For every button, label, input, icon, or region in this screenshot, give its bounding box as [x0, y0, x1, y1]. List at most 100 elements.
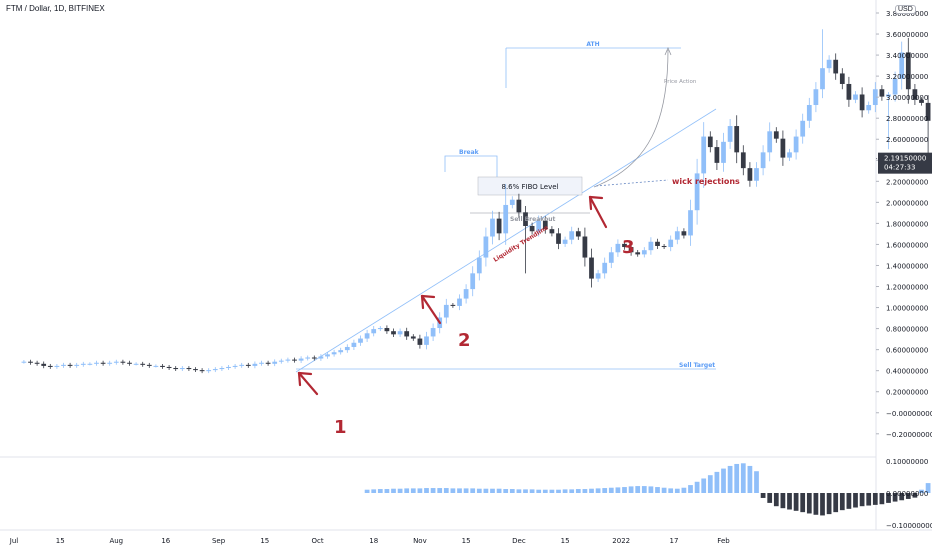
candle[interactable] — [496, 218, 502, 234]
candle[interactable] — [133, 363, 139, 365]
candle[interactable] — [582, 236, 588, 258]
candle[interactable] — [701, 136, 707, 174]
candle[interactable] — [61, 364, 66, 366]
candle[interactable] — [232, 365, 238, 367]
candle[interactable] — [298, 358, 304, 361]
candle[interactable] — [443, 304, 449, 318]
candle[interactable] — [628, 247, 634, 253]
candle[interactable] — [285, 359, 291, 361]
candle[interactable] — [74, 364, 80, 366]
candle[interactable] — [787, 152, 792, 158]
candle[interactable] — [87, 363, 93, 365]
candle[interactable] — [767, 131, 773, 153]
candle[interactable] — [490, 218, 495, 237]
candle[interactable] — [674, 231, 680, 240]
candle[interactable] — [67, 364, 73, 366]
candle[interactable] — [833, 59, 839, 74]
candle[interactable] — [589, 257, 594, 279]
candle[interactable] — [245, 364, 251, 366]
candle[interactable] — [430, 328, 436, 337]
candle[interactable] — [331, 352, 337, 355]
candle[interactable] — [127, 362, 132, 364]
candle[interactable] — [668, 239, 674, 248]
candle[interactable] — [265, 362, 271, 364]
candle[interactable] — [278, 360, 284, 362]
candle[interactable] — [193, 369, 198, 371]
candle[interactable] — [54, 365, 60, 367]
currency-badge[interactable]: USD — [895, 5, 916, 14]
candle[interactable] — [879, 89, 885, 97]
candle[interactable] — [892, 78, 898, 95]
candle[interactable] — [773, 131, 779, 139]
candle[interactable] — [212, 369, 218, 371]
candle[interactable] — [107, 362, 113, 364]
candle[interactable] — [424, 336, 429, 345]
candle[interactable] — [820, 68, 825, 90]
candle[interactable] — [661, 245, 667, 248]
candle[interactable] — [173, 368, 179, 370]
candle[interactable] — [549, 229, 555, 234]
candle[interactable] — [648, 241, 654, 251]
candle[interactable] — [384, 328, 390, 332]
candle[interactable] — [846, 83, 852, 100]
candle[interactable] — [47, 365, 53, 367]
candle[interactable] — [602, 262, 608, 274]
candle[interactable] — [826, 59, 832, 69]
candle[interactable] — [34, 362, 40, 364]
candle[interactable] — [503, 204, 509, 234]
candle[interactable] — [179, 368, 185, 370]
candle[interactable] — [919, 99, 924, 103]
candle[interactable] — [219, 368, 225, 370]
candle[interactable] — [80, 363, 86, 365]
candle[interactable] — [252, 363, 258, 366]
candle[interactable] — [886, 94, 891, 97]
candle[interactable] — [272, 361, 278, 364]
candle[interactable] — [509, 199, 515, 205]
candle[interactable] — [377, 328, 383, 330]
candle[interactable] — [622, 243, 627, 248]
candle[interactable] — [806, 105, 812, 121]
candle[interactable] — [259, 362, 264, 364]
candle[interactable] — [140, 363, 146, 365]
candle[interactable] — [872, 89, 878, 106]
candle[interactable] — [457, 298, 462, 306]
candle[interactable] — [318, 356, 324, 359]
candle[interactable] — [536, 220, 542, 232]
candle[interactable] — [747, 168, 753, 181]
candle[interactable] — [338, 350, 344, 353]
candle[interactable] — [226, 366, 231, 369]
candle[interactable] — [529, 225, 535, 232]
candle[interactable] — [912, 89, 918, 100]
candle[interactable] — [371, 329, 377, 334]
candle[interactable] — [681, 231, 687, 236]
current-price-badge[interactable] — [878, 152, 932, 174]
candle[interactable] — [556, 233, 561, 244]
candle[interactable] — [325, 354, 330, 357]
candle[interactable] — [740, 152, 746, 169]
candle[interactable] — [866, 105, 872, 111]
candle[interactable] — [404, 331, 410, 337]
candle[interactable] — [410, 336, 416, 339]
candle[interactable] — [905, 52, 911, 90]
candle[interactable] — [641, 250, 647, 255]
candle[interactable] — [800, 120, 806, 137]
candle[interactable] — [476, 257, 482, 274]
candle[interactable] — [199, 370, 205, 372]
candle[interactable] — [608, 252, 614, 263]
candle[interactable] — [734, 126, 740, 153]
candle[interactable] — [397, 331, 403, 335]
candle[interactable] — [575, 231, 581, 237]
candle[interactable] — [364, 333, 370, 339]
candle[interactable] — [450, 304, 456, 306]
candle[interactable] — [358, 338, 363, 343]
candle[interactable] — [853, 94, 858, 100]
candle[interactable] — [839, 73, 845, 84]
candle[interactable] — [120, 361, 126, 363]
candle[interactable] — [615, 243, 621, 253]
candle[interactable] — [813, 89, 819, 106]
candle[interactable] — [754, 168, 759, 181]
fibo-box[interactable] — [477, 176, 583, 196]
candle[interactable] — [206, 370, 212, 372]
